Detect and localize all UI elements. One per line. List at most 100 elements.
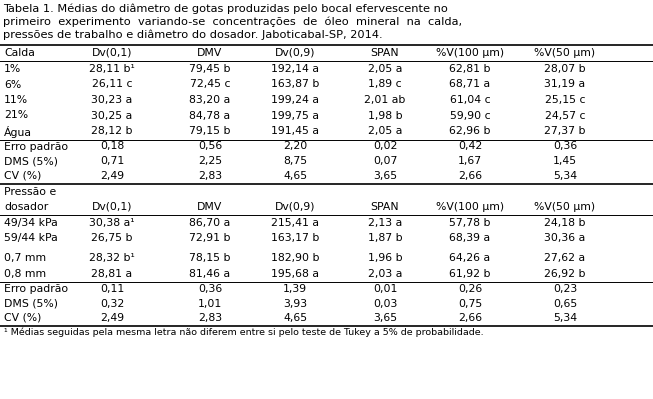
Text: 4,65: 4,65 (283, 313, 307, 323)
Text: 28,07 b: 28,07 b (544, 64, 586, 74)
Text: 163,17 b: 163,17 b (271, 233, 319, 243)
Text: Calda: Calda (4, 47, 35, 57)
Text: %V(50 μm): %V(50 μm) (534, 47, 596, 57)
Text: 28,81 a: 28,81 a (91, 269, 133, 279)
Text: DMS (5%): DMS (5%) (4, 298, 58, 308)
Text: 3,93: 3,93 (283, 298, 307, 308)
Text: 1%: 1% (4, 64, 22, 74)
Text: SPAN: SPAN (371, 47, 400, 57)
Text: 0,42: 0,42 (458, 142, 482, 152)
Text: 215,41 a: 215,41 a (271, 218, 319, 228)
Text: 2,66: 2,66 (458, 170, 482, 180)
Text: 62,96 b: 62,96 b (449, 126, 491, 136)
Text: 59,90 c: 59,90 c (450, 111, 490, 120)
Text: 62,81 b: 62,81 b (449, 64, 491, 74)
Text: 1,96 b: 1,96 b (368, 253, 402, 263)
Text: 28,11 b¹: 28,11 b¹ (89, 64, 135, 74)
Text: 0,03: 0,03 (373, 298, 397, 308)
Text: 72,91 b: 72,91 b (189, 233, 231, 243)
Text: pressões de trabalho e diâmetro do dosador. Jaboticabal-SP, 2014.: pressões de trabalho e diâmetro do dosad… (3, 30, 383, 41)
Text: 0,26: 0,26 (458, 284, 482, 294)
Text: 72,45 c: 72,45 c (190, 79, 231, 89)
Text: 199,75 a: 199,75 a (271, 111, 319, 120)
Text: 57,78 b: 57,78 b (449, 218, 491, 228)
Text: 84,78 a: 84,78 a (189, 111, 231, 120)
Text: 5,34: 5,34 (553, 170, 577, 180)
Text: DMV: DMV (197, 47, 223, 57)
Text: 11%: 11% (4, 95, 28, 105)
Text: 30,38 a¹: 30,38 a¹ (89, 218, 135, 228)
Text: 8,75: 8,75 (283, 156, 307, 166)
Text: Dv(0,1): Dv(0,1) (92, 201, 133, 211)
Text: CV (%): CV (%) (4, 170, 41, 180)
Text: Dv(0,1): Dv(0,1) (92, 47, 133, 57)
Text: %V(100 μm): %V(100 μm) (436, 47, 504, 57)
Text: 1,45: 1,45 (553, 156, 577, 166)
Text: Água: Água (4, 126, 32, 138)
Text: primeiro  experimento  variando-se  concentrações  de  óleo  mineral  na  calda,: primeiro experimento variando-se concent… (3, 16, 462, 27)
Text: Dv(0,9): Dv(0,9) (275, 201, 315, 211)
Text: 2,01 ab: 2,01 ab (364, 95, 406, 105)
Text: %V(100 μm): %V(100 μm) (436, 201, 504, 211)
Text: Erro padrão: Erro padrão (4, 284, 68, 294)
Text: 1,39: 1,39 (283, 284, 307, 294)
Text: 0,02: 0,02 (373, 142, 397, 152)
Text: 2,03 a: 2,03 a (368, 269, 402, 279)
Text: 21%: 21% (4, 111, 28, 120)
Text: 86,70 a: 86,70 a (189, 218, 231, 228)
Text: 2,20: 2,20 (283, 142, 307, 152)
Text: 68,71 a: 68,71 a (449, 79, 490, 89)
Text: 2,05 a: 2,05 a (368, 126, 402, 136)
Text: 31,19 a: 31,19 a (545, 79, 586, 89)
Text: 49/34 kPa: 49/34 kPa (4, 218, 57, 228)
Text: 3,65: 3,65 (373, 170, 397, 180)
Text: 4,65: 4,65 (283, 170, 307, 180)
Text: 1,87 b: 1,87 b (368, 233, 402, 243)
Text: 2,83: 2,83 (198, 313, 222, 323)
Text: 1,67: 1,67 (458, 156, 482, 166)
Text: DMV: DMV (197, 201, 223, 211)
Text: 79,45 b: 79,45 b (189, 64, 231, 74)
Text: ¹ Médias seguidas pela mesma letra não diferem entre si pelo teste de Tukey a 5%: ¹ Médias seguidas pela mesma letra não d… (4, 328, 484, 337)
Text: 0,7 mm: 0,7 mm (4, 253, 46, 263)
Text: SPAN: SPAN (371, 201, 400, 211)
Text: Tabela 1. Médias do diâmetro de gotas produzidas pelo bocal efervescente no: Tabela 1. Médias do diâmetro de gotas pr… (3, 3, 448, 14)
Text: 0,65: 0,65 (553, 298, 577, 308)
Text: 1,01: 1,01 (198, 298, 222, 308)
Text: 24,57 c: 24,57 c (545, 111, 585, 120)
Text: 0,18: 0,18 (100, 142, 124, 152)
Text: 2,66: 2,66 (458, 313, 482, 323)
Text: 5,34: 5,34 (553, 313, 577, 323)
Text: dosador: dosador (4, 201, 48, 211)
Text: 61,92 b: 61,92 b (449, 269, 491, 279)
Text: 25,15 c: 25,15 c (545, 95, 585, 105)
Text: 0,36: 0,36 (553, 142, 577, 152)
Text: 2,25: 2,25 (198, 156, 222, 166)
Text: 6%: 6% (4, 79, 22, 89)
Text: 163,87 b: 163,87 b (271, 79, 319, 89)
Text: 30,25 a: 30,25 a (91, 111, 133, 120)
Text: 3,65: 3,65 (373, 313, 397, 323)
Text: DMS (5%): DMS (5%) (4, 156, 58, 166)
Text: 26,11 c: 26,11 c (92, 79, 133, 89)
Text: 64,26 a: 64,26 a (449, 253, 490, 263)
Text: CV (%): CV (%) (4, 313, 41, 323)
Text: Erro padrão: Erro padrão (4, 142, 68, 152)
Text: 2,13 a: 2,13 a (368, 218, 402, 228)
Text: 26,75 b: 26,75 b (91, 233, 133, 243)
Text: 27,62 a: 27,62 a (545, 253, 586, 263)
Text: 0,56: 0,56 (198, 142, 222, 152)
Text: 26,92 b: 26,92 b (544, 269, 586, 279)
Text: 0,07: 0,07 (373, 156, 397, 166)
Text: 30,23 a: 30,23 a (91, 95, 133, 105)
Text: 0,32: 0,32 (100, 298, 124, 308)
Text: 78,15 b: 78,15 b (189, 253, 231, 263)
Text: 192,14 a: 192,14 a (271, 64, 319, 74)
Text: 61,04 c: 61,04 c (450, 95, 490, 105)
Text: 0,71: 0,71 (100, 156, 124, 166)
Text: 28,12 b: 28,12 b (91, 126, 133, 136)
Text: 191,45 a: 191,45 a (271, 126, 319, 136)
Text: 24,18 b: 24,18 b (544, 218, 586, 228)
Text: 83,20 a: 83,20 a (189, 95, 231, 105)
Text: 0,36: 0,36 (198, 284, 222, 294)
